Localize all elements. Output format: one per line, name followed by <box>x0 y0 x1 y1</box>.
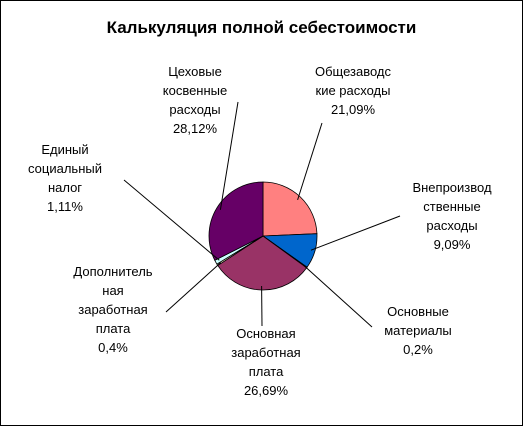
data-label: Цеховые косвенные расходы 28,12% <box>150 62 240 138</box>
data-label: Общезаводс кие расходы 21,09% <box>298 62 408 119</box>
data-label-value: 28,12% <box>172 121 218 136</box>
leader-line <box>219 101 239 210</box>
data-label-name: Общезаводс кие расходы <box>314 64 392 98</box>
pie-slices <box>208 181 318 291</box>
pie-slice <box>262 181 318 237</box>
chart-title: Калькуляция полной себестоимости <box>106 18 417 37</box>
data-label: Внепроизвод ственные расходы 9,09% <box>400 178 504 254</box>
data-label: Единый социальный налог 1,11% <box>14 140 116 216</box>
data-label-value: 21,09% <box>330 102 376 117</box>
data-label-name: Внепроизвод ственные расходы <box>412 180 492 233</box>
leader-line <box>297 122 323 201</box>
data-label-value: 0,2% <box>403 342 433 357</box>
leader-line <box>165 262 222 313</box>
data-label-name: Единый социальный налог <box>28 142 102 195</box>
data-label-name: Основные материалы <box>384 304 452 338</box>
leader-line <box>310 215 401 251</box>
data-label: Основная заработная плата 26,69% <box>218 324 314 400</box>
data-label: Дополнитель ная заработная плата 0,4% <box>60 262 166 357</box>
leader-line <box>303 264 373 328</box>
leader-lines <box>123 101 401 328</box>
data-label-name: Цеховые косвенные расходы <box>162 64 228 117</box>
data-label-value: 26,69% <box>243 383 289 398</box>
leader-line <box>123 179 220 261</box>
data-label-name: Основная заработная плата <box>231 326 301 379</box>
data-label-value: 9,09% <box>433 237 471 252</box>
data-label-value: 1,11% <box>47 199 83 214</box>
data-label: Основные материалы 0,2% <box>373 302 463 359</box>
data-label-name: Дополнитель ная заработная плата <box>73 264 153 336</box>
data-label-value: 0,4% <box>98 340 128 355</box>
pie-slice <box>208 181 264 261</box>
